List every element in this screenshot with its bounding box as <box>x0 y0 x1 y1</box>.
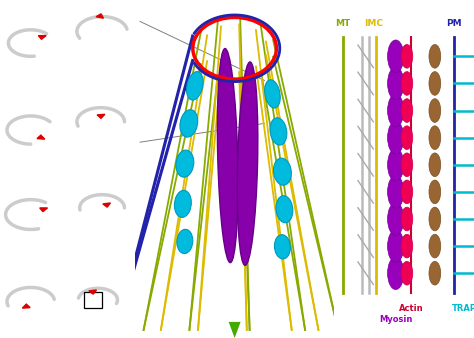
Polygon shape <box>22 304 30 308</box>
Bar <box>84 292 102 308</box>
Ellipse shape <box>187 72 203 100</box>
Polygon shape <box>96 14 103 18</box>
Text: Myosin: Myosin <box>379 315 412 324</box>
Text: Actin: Actin <box>399 304 423 313</box>
Ellipse shape <box>174 190 191 217</box>
Text: 0: 0 <box>4 2 10 13</box>
Circle shape <box>401 45 413 68</box>
Circle shape <box>401 234 413 258</box>
Ellipse shape <box>177 229 193 254</box>
Circle shape <box>429 207 441 231</box>
Text: MT: MT <box>335 19 350 28</box>
Ellipse shape <box>180 110 198 137</box>
Ellipse shape <box>276 196 293 223</box>
Circle shape <box>401 261 413 285</box>
Circle shape <box>388 121 404 154</box>
Text: PM: PM <box>447 19 462 28</box>
Ellipse shape <box>218 49 238 263</box>
Ellipse shape <box>176 150 194 177</box>
Circle shape <box>429 126 441 149</box>
Polygon shape <box>97 114 105 118</box>
Text: 9: 9 <box>4 256 10 266</box>
Polygon shape <box>89 290 97 294</box>
Circle shape <box>401 72 413 95</box>
Circle shape <box>401 207 413 231</box>
Polygon shape <box>38 35 46 39</box>
Circle shape <box>401 99 413 122</box>
Circle shape <box>429 234 441 258</box>
Ellipse shape <box>270 118 287 145</box>
Circle shape <box>388 67 404 100</box>
Polygon shape <box>40 208 47 212</box>
Polygon shape <box>37 135 45 139</box>
Circle shape <box>388 175 404 208</box>
Circle shape <box>401 153 413 177</box>
Circle shape <box>429 153 441 177</box>
Circle shape <box>429 180 441 204</box>
Circle shape <box>429 261 441 285</box>
Ellipse shape <box>273 158 292 185</box>
Ellipse shape <box>274 235 291 259</box>
Text: 6: 6 <box>4 171 10 182</box>
Ellipse shape <box>264 80 280 108</box>
Circle shape <box>401 126 413 149</box>
Circle shape <box>401 180 413 204</box>
Circle shape <box>388 257 404 290</box>
Circle shape <box>388 40 404 73</box>
Text: IMC: IMC <box>364 19 383 28</box>
Circle shape <box>388 148 404 181</box>
Text: 3: 3 <box>4 87 10 97</box>
Circle shape <box>429 45 441 68</box>
Circle shape <box>388 94 404 127</box>
Polygon shape <box>103 203 110 207</box>
Circle shape <box>429 72 441 95</box>
Ellipse shape <box>237 62 258 265</box>
Polygon shape <box>228 322 241 338</box>
Circle shape <box>429 99 441 122</box>
Circle shape <box>388 203 404 235</box>
Circle shape <box>388 230 404 262</box>
Text: TRAP: TRAP <box>452 304 474 313</box>
